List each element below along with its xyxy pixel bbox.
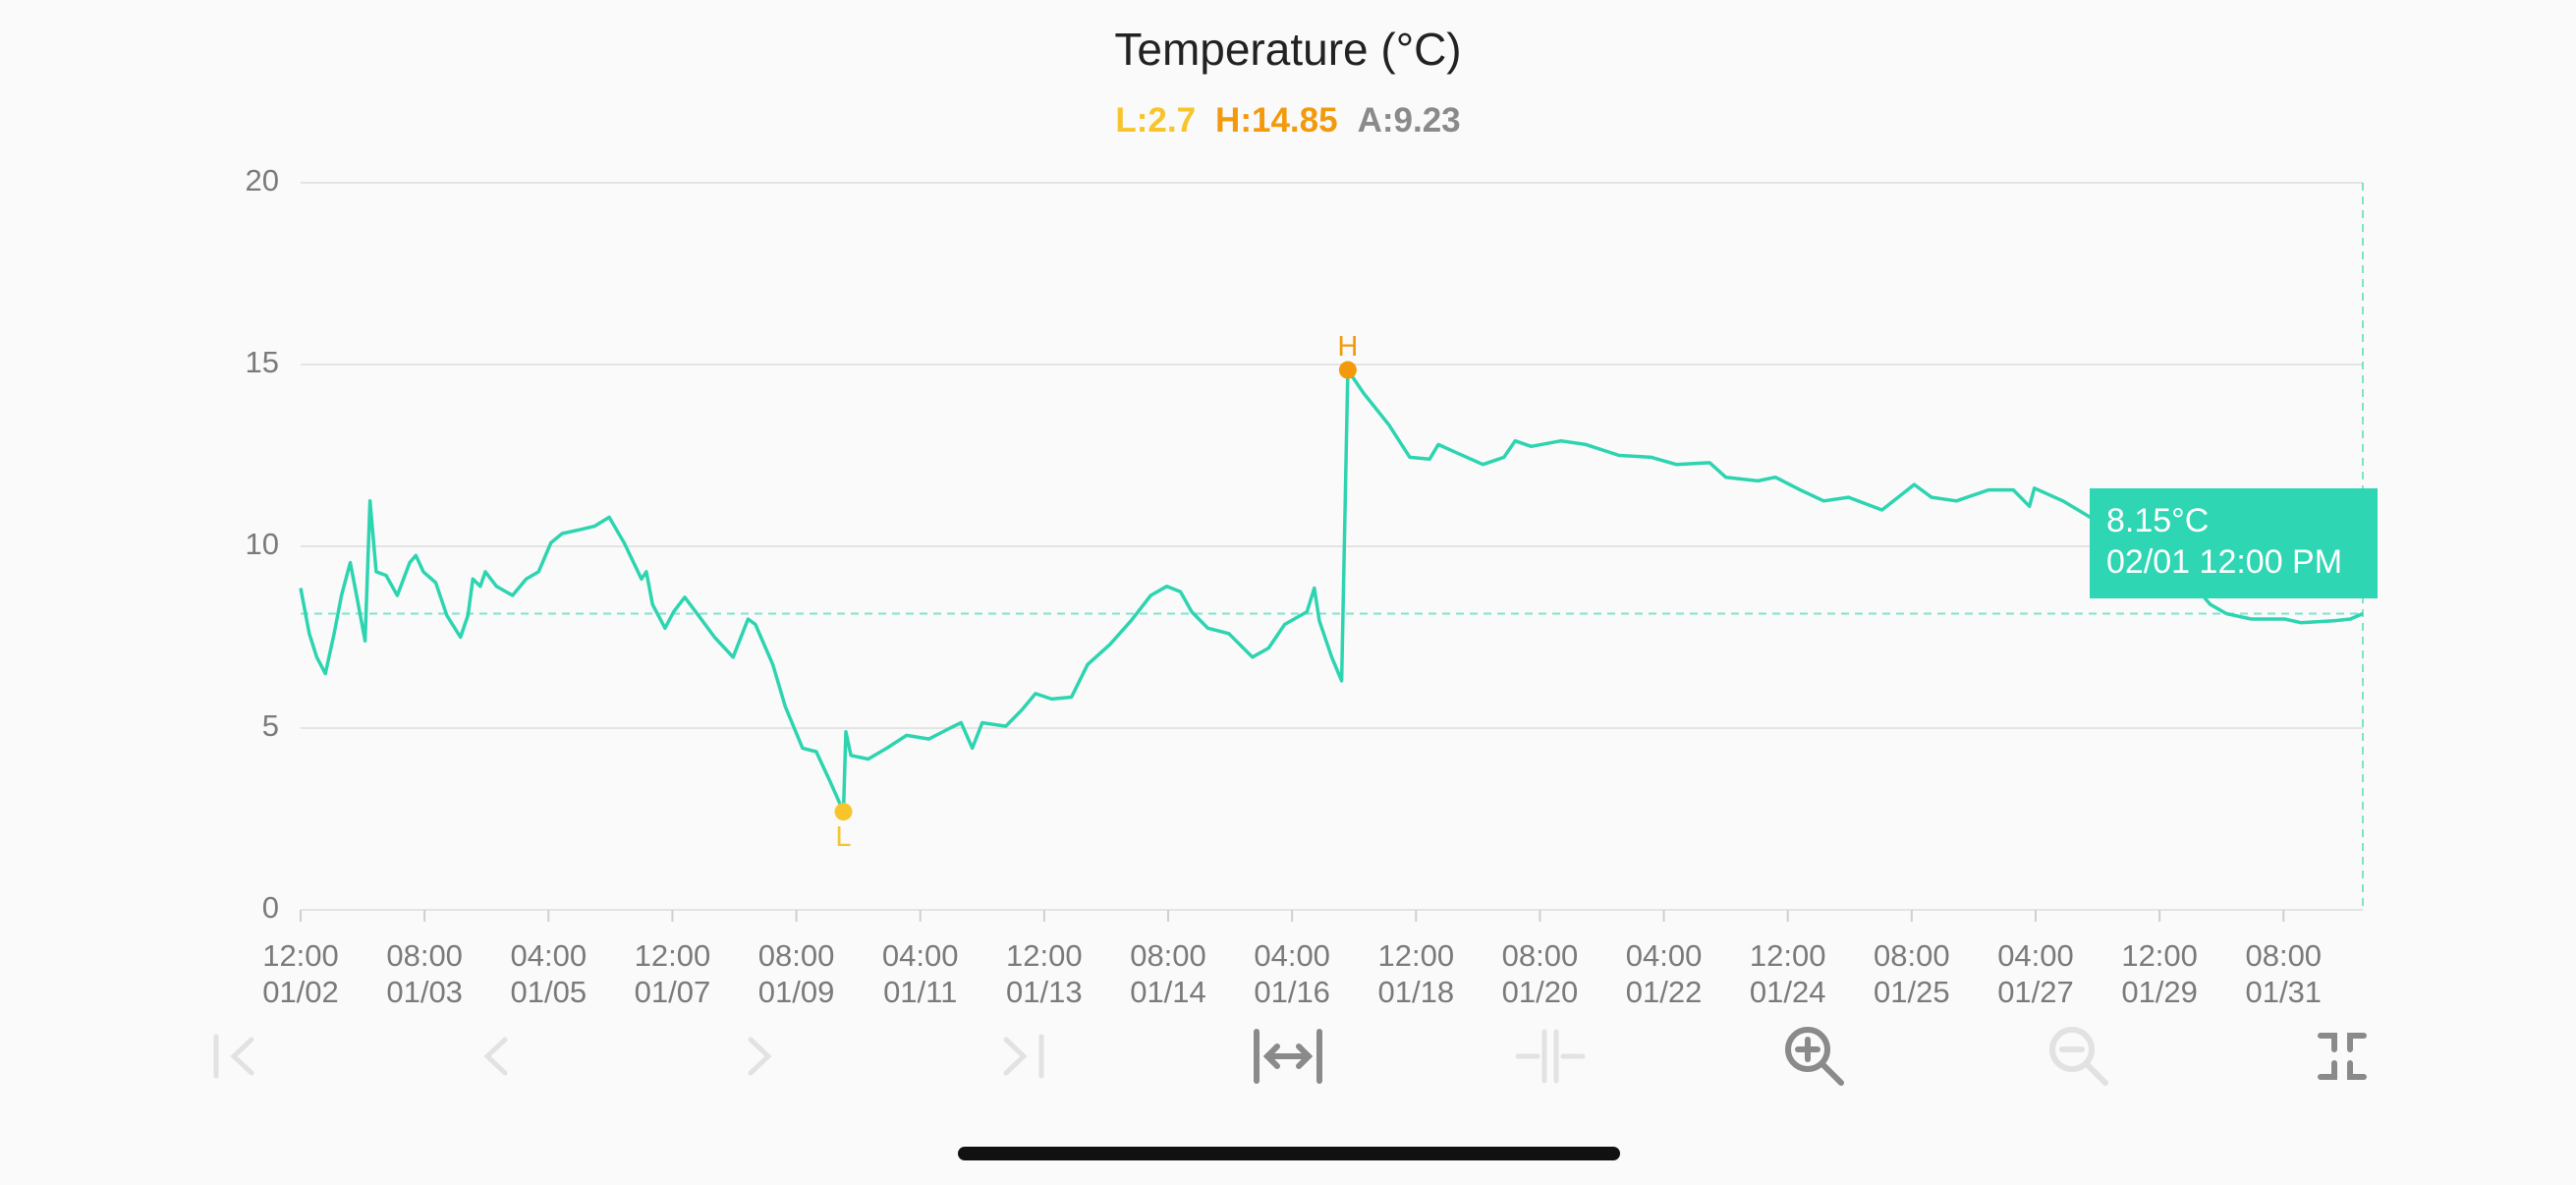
tooltip-box xyxy=(2090,488,2378,598)
x-tick-label: 04:00 xyxy=(510,938,587,973)
x-tick-label: 04:00 xyxy=(1997,938,2074,973)
prev-button[interactable] xyxy=(483,1037,508,1076)
x-tick-label: 01/16 xyxy=(1254,975,1330,1009)
extreme-marker xyxy=(834,803,853,821)
y-tick-label: 0 xyxy=(262,890,279,925)
x-tick-label: 04:00 xyxy=(882,938,959,973)
x-tick-label: 12:00 xyxy=(1377,938,1454,973)
tooltip-time: 02/01 12:00 PM xyxy=(2106,543,2342,581)
first-button[interactable] xyxy=(213,1034,254,1079)
x-tick-label: 01/03 xyxy=(386,975,463,1009)
home-indicator xyxy=(958,1147,1620,1160)
extreme-marker xyxy=(1338,361,1357,379)
x-tick-label: 01/13 xyxy=(1006,975,1083,1009)
fit-button[interactable] xyxy=(1254,1029,1322,1084)
x-tick-label: 01/20 xyxy=(1502,975,1579,1009)
x-tick-label: 12:00 xyxy=(1006,938,1083,973)
x-tick-label: 04:00 xyxy=(1626,938,1703,973)
compress-button[interactable] xyxy=(1515,1029,1586,1084)
x-tick-label: 08:00 xyxy=(2245,938,2322,973)
summary-item: H:14.85 xyxy=(1215,101,1338,140)
y-tick-label: 10 xyxy=(246,527,279,561)
x-tick-label: 08:00 xyxy=(758,938,835,973)
x-tick-label: 01/27 xyxy=(1997,975,2074,1009)
x-tick-label: 08:00 xyxy=(1502,938,1579,973)
zoom-in-button[interactable] xyxy=(1785,1027,1844,1086)
y-tick-label: 5 xyxy=(262,708,279,743)
x-tick-label: 01/07 xyxy=(635,975,711,1009)
y-tick-label: 20 xyxy=(246,163,279,198)
x-tick-label: 01/22 xyxy=(1626,975,1703,1009)
x-tick-label: 12:00 xyxy=(2121,938,2198,973)
extreme-label: L xyxy=(835,821,851,853)
x-tick-label: 12:00 xyxy=(1750,938,1826,973)
x-tick-label: 01/18 xyxy=(1377,975,1454,1009)
summary: L:2.7 H:14.85 A:9.23 xyxy=(1115,101,1460,140)
x-tick-label: 04:00 xyxy=(1254,938,1330,973)
extreme-label: H xyxy=(1337,331,1358,363)
exit-fullscreen-button[interactable] xyxy=(2318,1033,2367,1080)
x-tick-label: 01/14 xyxy=(1130,975,1206,1009)
x-tick-label: 08:00 xyxy=(386,938,463,973)
x-tick-label: 01/05 xyxy=(510,975,587,1009)
x-tick-label: 12:00 xyxy=(635,938,711,973)
x-tick-label: 01/29 xyxy=(2121,975,2198,1009)
temperature-line xyxy=(299,367,2364,814)
x-tick-label: 01/25 xyxy=(1874,975,1950,1009)
tooltip-value: 8.15°C xyxy=(2106,502,2209,539)
next-button[interactable] xyxy=(748,1037,772,1076)
x-tick-label: 08:00 xyxy=(1874,938,1950,973)
zoom-out-button[interactable] xyxy=(2049,1027,2108,1086)
chart-title: Temperature (°C) xyxy=(1114,24,1461,75)
x-tick-label: 08:00 xyxy=(1130,938,1206,973)
last-button[interactable] xyxy=(1003,1034,1044,1079)
x-tick-label: 01/02 xyxy=(262,975,339,1009)
summary-item: A:9.23 xyxy=(1358,101,1461,140)
summary-item: L:2.7 xyxy=(1115,101,1196,140)
x-tick-label: 12:00 xyxy=(262,938,339,973)
toolbar xyxy=(213,1027,2367,1086)
x-tick-label: 01/11 xyxy=(883,975,957,1009)
x-tick-label: 01/31 xyxy=(2245,975,2322,1009)
y-tick-label: 15 xyxy=(246,345,279,379)
x-tick-label: 01/09 xyxy=(758,975,835,1009)
x-tick-label: 01/24 xyxy=(1750,975,1826,1009)
